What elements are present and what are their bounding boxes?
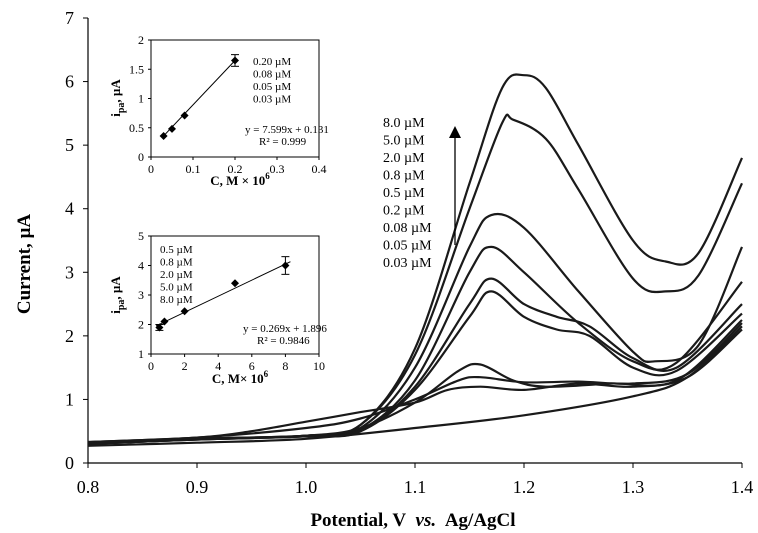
legend-entry: 0.8 µM <box>383 169 425 184</box>
inset-top-calibration: 0 0.1 0.2 0.3 0.400.511.520.20 µM0.08 µM0.05… <box>108 33 329 188</box>
y-tick-label: 0 <box>65 453 74 473</box>
inset-x-tick-label: 0.3 <box>270 162 285 176</box>
inset-concentration-label: 0.05 µM <box>253 81 291 93</box>
inset-concentration-label: 0.20 µM <box>253 56 291 68</box>
inset-y-tick-label: 1 <box>138 347 144 361</box>
inset-x-tick-label: 0.4 <box>312 162 327 176</box>
inset-y-axis-title-sub: pa <box>116 103 127 114</box>
inset-x-axis-title-main: C, M × 10 <box>210 173 265 188</box>
inset-x-axis-title-exp: 6 <box>265 171 270 181</box>
inset-x-tick-label: 0 <box>148 162 154 176</box>
inset-fit-equation: y = 0.269x + 1.896 <box>243 323 327 335</box>
inset-x-axis-title: C, M× 106 <box>212 369 269 386</box>
legend-entry: 2.0 µM <box>383 151 425 166</box>
inset-y-tick-label: 1.5 <box>129 62 144 76</box>
inset-x-tick-label: 8 <box>282 359 288 373</box>
x-axis-title-ref: Ag/AgCl <box>445 510 516 531</box>
legend-entry: 5.0 µM <box>383 134 425 149</box>
inset-x-tick-label: 0.1 <box>186 162 201 176</box>
legend-entry: 0.03 µM <box>383 256 432 271</box>
x-tick-label: 1.4 <box>731 477 754 497</box>
inset-y-tick-label: 0.5 <box>129 121 144 135</box>
legend-entry: 0.05 µM <box>383 239 432 254</box>
inset-y-axis-title: ipa, µA <box>108 276 127 314</box>
inset-concentration-label: 0.8 µM <box>160 257 193 269</box>
y-tick-label: 1 <box>65 389 74 409</box>
x-tick-label: 1.3 <box>622 477 645 497</box>
y-tick-label: 3 <box>65 262 74 282</box>
y-tick-label: 6 <box>65 72 74 92</box>
inset-concentration-label: 5.0 µM <box>160 282 193 294</box>
inset-concentration-label: 0.5 µM <box>160 244 193 256</box>
inset-x-tick-label: 2 <box>182 359 188 373</box>
inset-y-tick-label: 0 <box>138 150 144 164</box>
concentration-legend: 8.0 µM 5.0 µM 2.0 µM 0.8 µM 0.5 µM 0.2 µM 0.08… <box>383 116 432 271</box>
inset-x-tick-label: 10 <box>313 359 325 373</box>
x-tick-label: 0.8 <box>77 477 100 497</box>
inset-y-axis-title: ipa, µA <box>108 79 127 117</box>
inset-concentration-label: 2.0 µM <box>160 269 193 281</box>
legend-entry: 8.0 µM <box>383 116 425 131</box>
inset-y-axis-title-sub: pa <box>116 300 127 311</box>
inset-x-axis-title-exp: 6 <box>264 369 269 379</box>
inset-r-squared: R² = 0.9846 <box>257 335 310 347</box>
y-tick-label: 5 <box>65 135 74 155</box>
legend-entry: 0.5 µM <box>383 186 425 201</box>
x-axis-title-main: Potential, V <box>310 510 406 531</box>
inset-y-tick-label: 2 <box>138 318 144 332</box>
inset-x-tick-label: 0 <box>148 359 154 373</box>
x-tick-label: 1.1 <box>404 477 427 497</box>
inset-fit-equation: y = 7.599x + 0.131 <box>245 124 329 136</box>
inset-y-tick-label: 4 <box>138 259 144 273</box>
x-axis-title-vs: vs. <box>416 510 437 531</box>
inset-y-tick-label: 1 <box>138 92 144 106</box>
x-tick-label: 1.0 <box>295 477 318 497</box>
inset-concentration-label: 0.03 µM <box>253 94 291 106</box>
inset-y-tick-label: 3 <box>138 288 144 302</box>
inset-concentration-label: 0.08 µM <box>253 69 291 81</box>
y-axis-title: Current, µA <box>14 214 35 315</box>
inset-y-axis-title-unit: , µA <box>108 79 123 103</box>
x-tick-label: 1.2 <box>513 477 536 497</box>
inset-y-axis-title-unit: , µA <box>108 276 123 300</box>
inset-y-tick-label: 5 <box>138 229 144 243</box>
inset-y-tick-label: 2 <box>138 33 144 47</box>
y-tick-label: 4 <box>65 199 74 219</box>
y-tick-label: 7 <box>65 8 74 28</box>
x-tick-label: 0.9 <box>186 477 209 497</box>
legend-entry: 0.08 µM <box>383 221 432 236</box>
inset-concentration-label: 8.0 µM <box>160 294 193 306</box>
inset-r-squared: R² = 0.999 <box>259 136 307 148</box>
inset-x-axis-title: C, M × 106 <box>210 171 270 188</box>
inset-x-axis-title-main: C, M× 10 <box>212 371 264 386</box>
y-tick-label: 2 <box>65 326 74 346</box>
legend-arrow-head <box>449 126 461 138</box>
legend-entry: 0.2 µM <box>383 204 425 219</box>
x-axis-title: Potential, V vs. Ag/AgCl <box>310 510 515 531</box>
